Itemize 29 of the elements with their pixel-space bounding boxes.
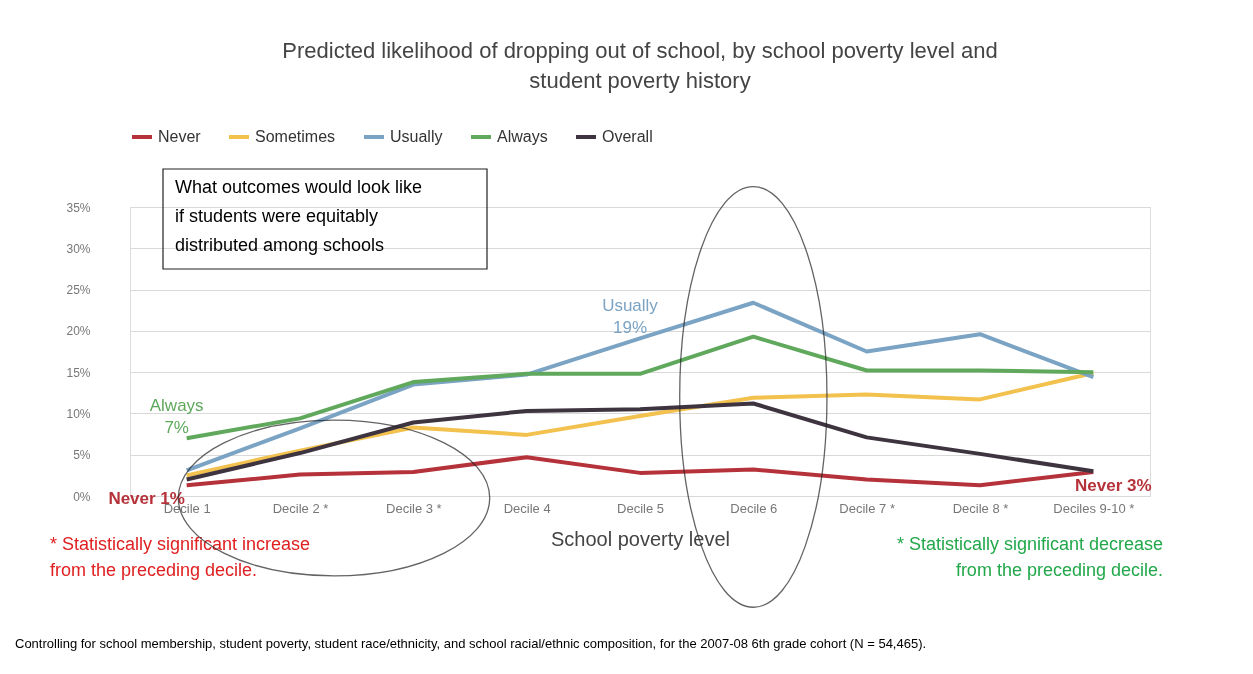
legend-label: Sometimes — [255, 128, 336, 145]
y-tick-label: 15% — [66, 365, 91, 380]
text: Predicted likelihood of dropping out of school, by school poverty level and — [282, 38, 998, 63]
y-tick-label: 35% — [66, 200, 91, 215]
x-tick-label: Decile 5 — [617, 500, 664, 516]
y-tick-label: 20% — [66, 324, 91, 339]
x-tick-label: Decile 2 * — [272, 500, 329, 516]
y-tick-label: 0% — [73, 489, 91, 504]
x-tick-label: Decile 6 — [730, 500, 778, 516]
annotation: Never 3% — [1075, 476, 1152, 496]
x-tick-label: Deciles 9-10 * — [1053, 500, 1135, 516]
annotation: Always 7% — [149, 396, 204, 438]
x-tick-label: Decile 8 * — [952, 500, 1009, 516]
legend-label: Never — [158, 128, 202, 145]
legend-label: Always — [497, 128, 548, 145]
annotation: Usually 19% — [602, 296, 659, 338]
x-tick-label: Decile 7 * — [839, 500, 895, 516]
legend-label: Overall — [602, 128, 653, 145]
text: * Statistically significant decrease from the preceding decile. — [896, 534, 1163, 581]
y-tick-label: 5% — [73, 448, 91, 463]
text: student poverty history — [529, 68, 751, 93]
legend-label: Usually — [390, 128, 443, 145]
x-tick-label: Decile 3 * — [386, 500, 442, 516]
text: Controlling for school membership, student poverty, student race/ethnicity, and school racial/ethnic composition, for the 2007-08 6th grade cohort (N = 54,465). — [15, 636, 927, 651]
y-tick-label: 25% — [66, 283, 91, 298]
y-tick-label: 30% — [66, 241, 91, 256]
annotation: What outcomes would look like if students were equitably distributed among schools — [175, 177, 423, 255]
x-tick-label: Decile 4 — [503, 500, 551, 516]
y-tick-label: 10% — [66, 406, 91, 421]
